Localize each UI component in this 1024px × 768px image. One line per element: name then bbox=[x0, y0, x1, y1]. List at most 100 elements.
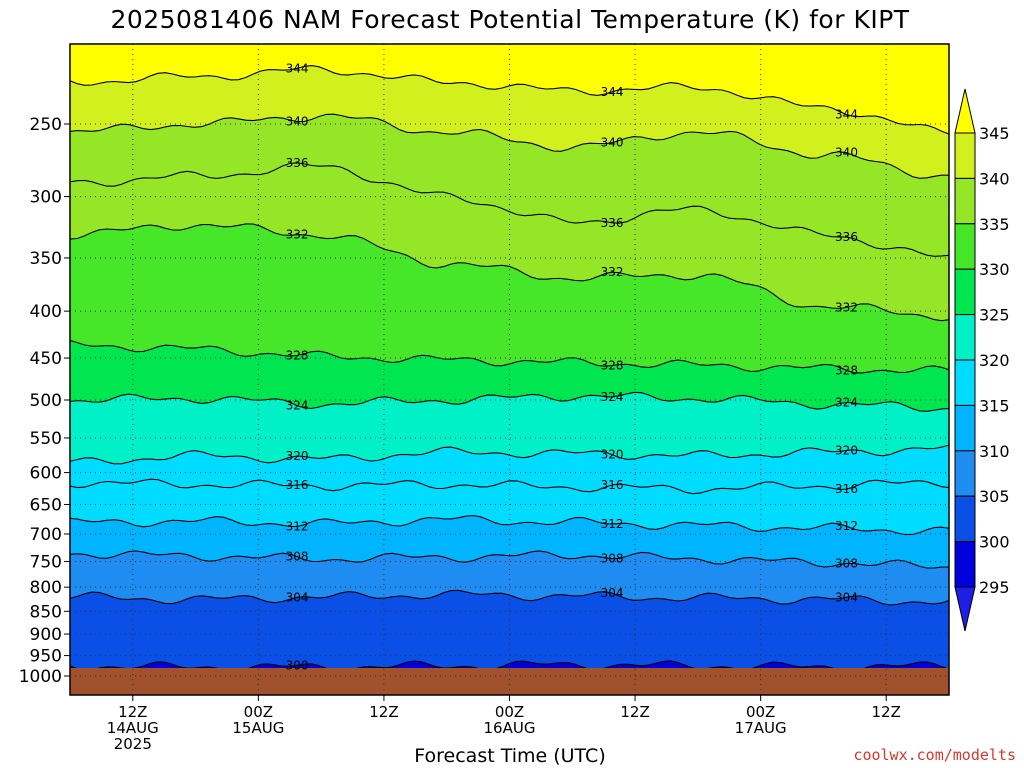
x-tick-label: 16AUG bbox=[484, 719, 536, 737]
contour-line-324 bbox=[70, 391, 949, 412]
contour-line-336 bbox=[70, 162, 949, 257]
contour-label-304: 304 bbox=[601, 586, 624, 600]
chart-title: 2025081406 NAM Forecast Potential Temper… bbox=[110, 5, 909, 34]
y-tick-label: 250 bbox=[30, 115, 62, 135]
contour-label-328: 328 bbox=[601, 359, 624, 373]
contour-label-324: 324 bbox=[835, 396, 858, 410]
contour-label-308: 308 bbox=[835, 556, 858, 570]
contour-label-320: 320 bbox=[286, 449, 309, 463]
y-tick-label: 800 bbox=[30, 578, 62, 598]
colorbar-arrow-bottom bbox=[954, 586, 976, 632]
x-tick-label: 17AUG bbox=[735, 719, 787, 737]
y-tick-label: 450 bbox=[30, 349, 62, 369]
colorbar-segment bbox=[954, 268, 976, 316]
ground-below-surface bbox=[70, 668, 949, 695]
colorbar-segment bbox=[954, 404, 976, 452]
contour-label-340: 340 bbox=[286, 115, 309, 129]
y-tick-label: 950 bbox=[30, 647, 62, 667]
colorbar-label: 295 bbox=[979, 578, 1010, 597]
y-axis-ticks: 250 300 350 400 450 500 550 600 650 700 750 800 850 9… bbox=[19, 115, 70, 687]
contour-label-308: 308 bbox=[286, 550, 309, 564]
x-tick-label: 12Z bbox=[118, 703, 147, 721]
contour-line-340 bbox=[70, 113, 949, 179]
y-tick-label: 1000 bbox=[19, 667, 62, 687]
colorbar-label: 320 bbox=[979, 351, 1010, 370]
contour-label-344: 344 bbox=[835, 108, 858, 122]
contour-label-332: 332 bbox=[601, 265, 624, 279]
colorbar-segment bbox=[954, 541, 976, 588]
contour-line-316 bbox=[70, 478, 949, 495]
x-tick-label: 12Z bbox=[620, 703, 649, 721]
colorbar-label: 345 bbox=[979, 124, 1010, 143]
colorbar-label: 335 bbox=[979, 215, 1010, 234]
contour-label-320: 320 bbox=[835, 443, 858, 457]
contour-label-324: 324 bbox=[601, 390, 624, 404]
x-tick-label: 2025 bbox=[114, 735, 152, 753]
contour-label-344: 344 bbox=[286, 61, 309, 75]
contour-line-344 bbox=[70, 65, 949, 135]
x-tick-label: 00Z bbox=[746, 703, 775, 721]
contour-label-312: 312 bbox=[835, 519, 858, 533]
contour-label-332: 332 bbox=[835, 301, 858, 315]
y-tick-label: 600 bbox=[30, 464, 62, 484]
contour-line-332 bbox=[70, 223, 949, 322]
y-tick-label: 550 bbox=[30, 429, 62, 449]
contour-label-304: 304 bbox=[835, 590, 858, 604]
colorbar-label: 325 bbox=[979, 306, 1010, 325]
contour-label-340: 340 bbox=[835, 146, 858, 160]
contour-labels: 300 304 304 304 308 308 308 312 312 312 316 316 316 3… bbox=[286, 61, 858, 672]
grid bbox=[70, 44, 949, 695]
x-tick-label: 15AUG bbox=[232, 719, 284, 737]
y-tick-label: 850 bbox=[30, 602, 62, 622]
y-tick-label: 700 bbox=[30, 525, 62, 545]
colorbar-label: 315 bbox=[979, 396, 1010, 415]
colorbar-segment bbox=[954, 132, 976, 179]
contour-label-328: 328 bbox=[286, 349, 309, 363]
contour-label-320: 320 bbox=[601, 448, 624, 462]
colorbar-label: 305 bbox=[979, 487, 1010, 506]
y-tick-label: 400 bbox=[30, 302, 62, 322]
y-tick-label: 500 bbox=[30, 391, 62, 411]
contour-label-324: 324 bbox=[286, 399, 309, 413]
colorbar-segment bbox=[954, 359, 976, 406]
contour-label-312: 312 bbox=[286, 520, 309, 534]
x-tick-label: 00Z bbox=[495, 703, 524, 721]
contour-label-336: 336 bbox=[601, 216, 624, 230]
contour-label-328: 328 bbox=[835, 363, 858, 377]
y-tick-label: 900 bbox=[30, 625, 62, 645]
colorbar-segment bbox=[954, 314, 976, 361]
colorbar-label: 340 bbox=[979, 169, 1010, 188]
x-tick-label: 12Z bbox=[369, 703, 398, 721]
contour-label-344: 344 bbox=[601, 85, 624, 99]
colorbar-segment bbox=[954, 450, 976, 497]
contour-label-300: 300 bbox=[286, 658, 309, 672]
contour-label-336: 336 bbox=[835, 230, 858, 244]
x-axis-label: Forecast Time (UTC) bbox=[414, 745, 605, 767]
x-tick-label: 00Z bbox=[244, 703, 273, 721]
contour-label-340: 340 bbox=[601, 136, 624, 150]
source-credit: coolwx.com/modelts bbox=[853, 746, 1016, 764]
y-tick-label: 650 bbox=[30, 495, 62, 515]
y-tick-label: 350 bbox=[30, 249, 62, 269]
colorbar-label: 330 bbox=[979, 260, 1010, 279]
y-tick-label: 750 bbox=[30, 552, 62, 572]
contour-label-304: 304 bbox=[286, 590, 309, 604]
contour-label-316: 316 bbox=[286, 478, 309, 492]
contour-line-308 bbox=[70, 550, 949, 569]
contour-label-316: 316 bbox=[601, 478, 624, 492]
contour-label-336: 336 bbox=[286, 156, 309, 170]
contour-label-312: 312 bbox=[601, 517, 624, 531]
contour-label-308: 308 bbox=[601, 552, 624, 566]
colorbar-label: 310 bbox=[979, 442, 1010, 461]
colorbar-segment bbox=[954, 495, 976, 543]
x-tick-label: 14AUG bbox=[107, 719, 159, 737]
colorbar-segment bbox=[954, 177, 976, 225]
contour-line-320 bbox=[70, 444, 949, 465]
contour-label-316: 316 bbox=[835, 482, 858, 496]
colorbar: 295 300 305 310 315 320 325 330 335 340 345 bbox=[954, 88, 1010, 632]
colorbar-arrow-top bbox=[954, 88, 976, 134]
x-tick-label: 12Z bbox=[872, 703, 901, 721]
colorbar-segment bbox=[954, 223, 976, 270]
